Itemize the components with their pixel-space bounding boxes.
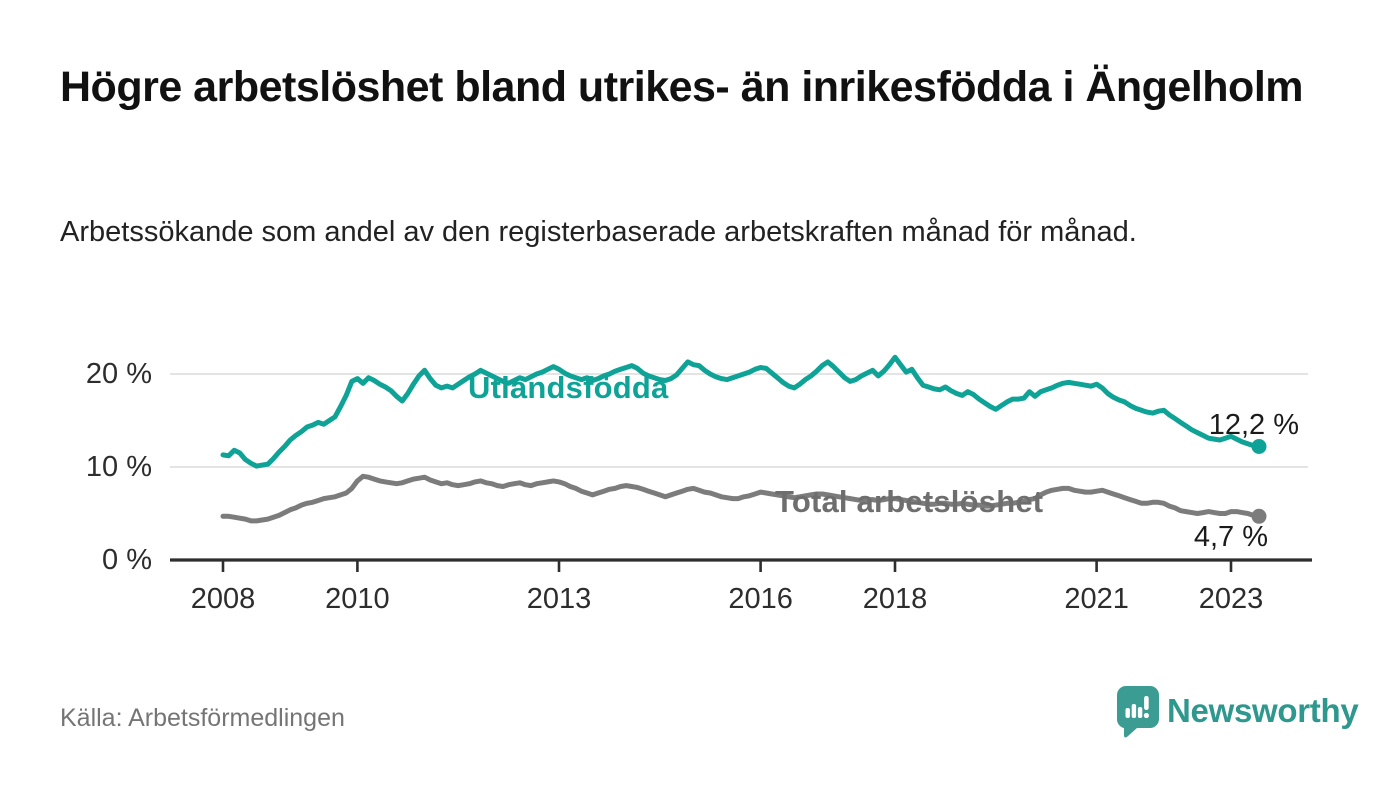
page-title: Högre arbetslöshet bland utrikes- än inr… <box>60 63 1304 111</box>
logo-bar-3 <box>1137 707 1143 718</box>
logo-exclamation-dot <box>1143 712 1149 719</box>
end-value-total-arbetsloshet: 4,7 % <box>1193 521 1268 553</box>
logo-bar-2 <box>1131 704 1137 718</box>
line-chart <box>170 354 1312 572</box>
x-tick-label: 2008 <box>190 583 256 615</box>
y-tick-label: 0 % <box>102 544 152 576</box>
end-value-utlandsfodda: 12,2 % <box>1208 409 1299 441</box>
x-tick-label: 2013 <box>526 583 592 615</box>
x-tick-label: 2018 <box>862 583 928 615</box>
y-tick-label: 20 % <box>85 358 152 390</box>
x-tick-label: 2016 <box>728 583 793 615</box>
series-label-total-arbetsloshet: Total arbetslöshet <box>775 484 1044 519</box>
newsworthy-logo-icon <box>1117 686 1159 738</box>
series-end-dot-utlandsfodda <box>1251 439 1267 454</box>
logo-bar-1 <box>1125 708 1130 718</box>
series-label-utlandsfodda: Utlandsfödda <box>468 370 669 405</box>
newsworthy-brand: Newsworthy <box>1115 684 1359 740</box>
series-line-utlandsfodda <box>220 354 1262 469</box>
series-end-dot-total <box>1251 508 1267 524</box>
series-line-total <box>220 473 1262 524</box>
x-tick-label: 2010 <box>325 583 390 615</box>
brand-wordmark: Newsworthy <box>1167 692 1359 729</box>
page-subtitle: Arbetssökande som andel av den registerb… <box>60 216 1137 248</box>
y-tick-label: 10 % <box>85 451 152 483</box>
x-tick-label: 2021 <box>1064 583 1129 615</box>
x-tick-label: 2023 <box>1198 583 1264 615</box>
logo-exclamation-bar <box>1144 696 1149 710</box>
source-note: Källa: Arbetsförmedlingen <box>60 704 345 732</box>
